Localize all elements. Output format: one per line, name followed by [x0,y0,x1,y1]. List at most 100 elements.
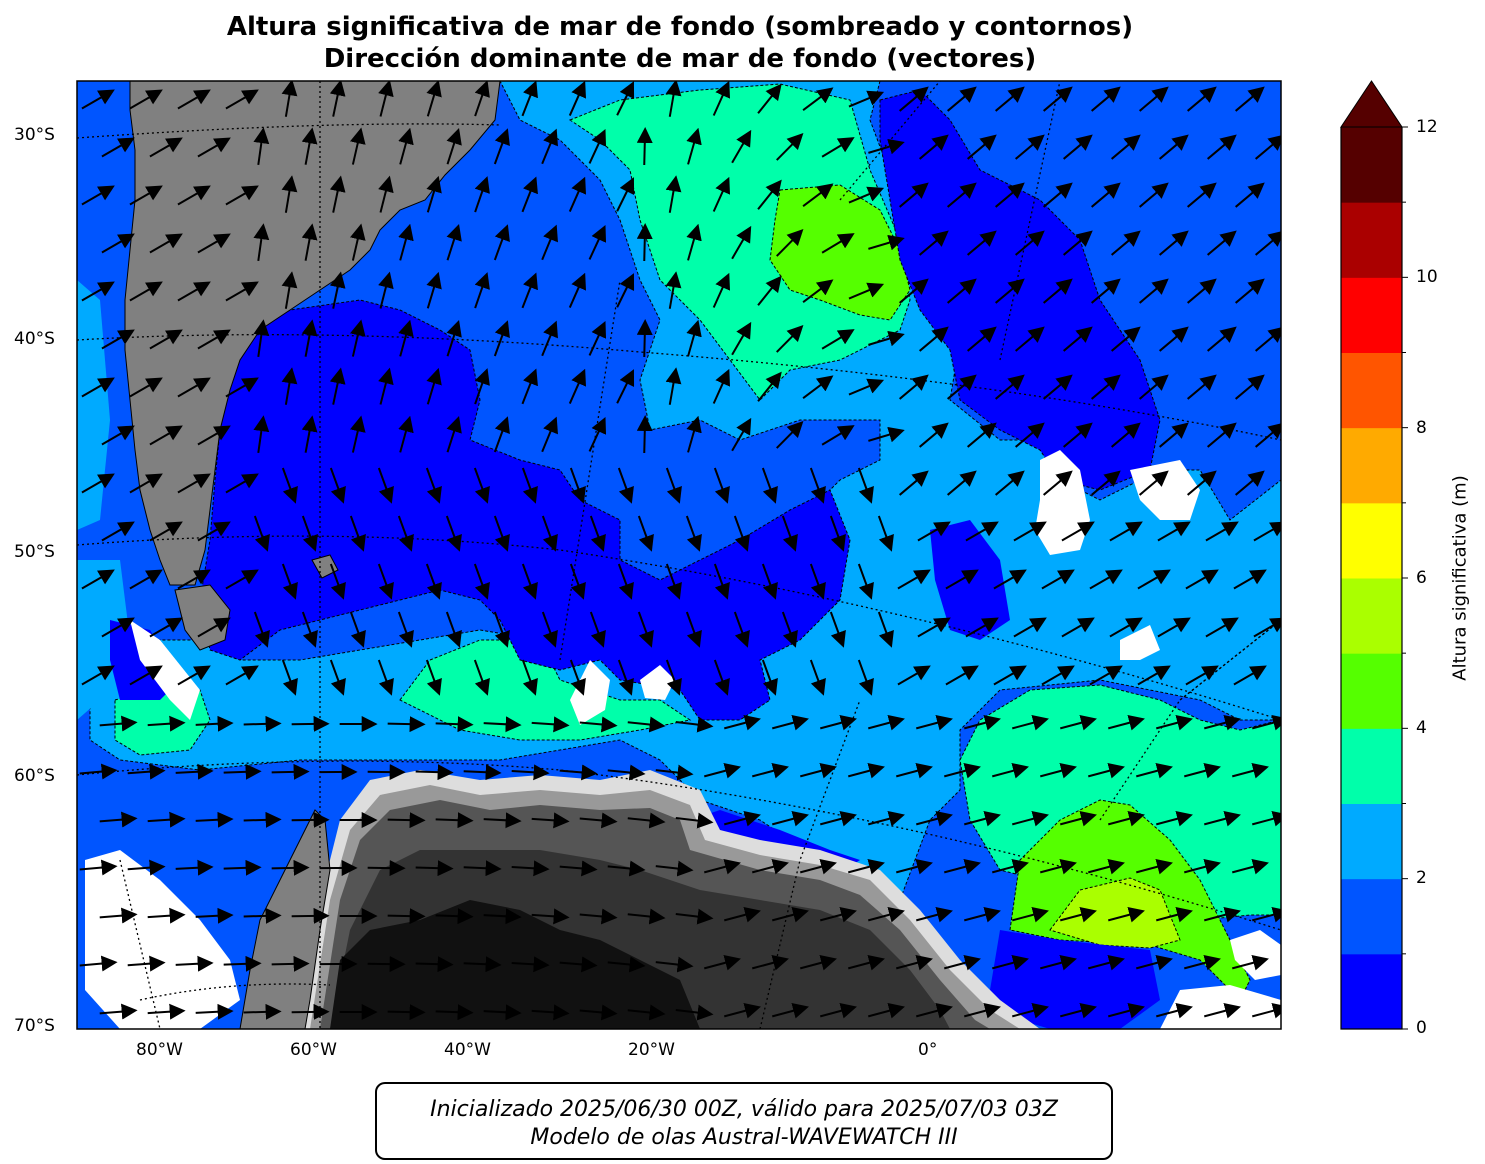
swell-vector-arrow [819,714,857,731]
swell-vector-arrow [521,272,538,309]
swell-vector-arrow [761,659,778,696]
colorbar-segment [1341,502,1402,579]
swell-vector-arrow [579,908,618,925]
swell-vector-arrow [665,175,682,213]
lat-label-60s: 60°S [14,766,55,786]
swell-vector-arrow [1041,665,1075,686]
swell-vector-arrow [531,908,570,925]
swell-vector-arrow [483,812,522,829]
swell-vector-arrow [723,810,761,827]
swell-vector-arrow [965,617,999,638]
swell-vector-arrow [377,467,394,504]
swell-vector-arrow [947,278,977,304]
swell-zone-2-3m-coast [77,280,110,530]
swell-vector-arrow [329,659,346,696]
swell-vector-arrow [1091,470,1121,496]
swell-vector-arrow [387,1004,426,1021]
swell-vector-arrow [1013,617,1047,638]
swell-vector-arrow [541,611,558,648]
swell-vector-arrow [329,467,346,504]
swell-vector-arrow [568,368,587,404]
swell-vector-arrow [483,908,522,925]
swell-vector-arrow [829,515,846,552]
swell-vector-arrow [559,764,598,781]
swell-vector-arrow [541,128,558,165]
swell-vector-arrow [225,665,259,686]
swell-vector-arrow [915,810,953,827]
swell-vector-arrow [847,858,885,875]
swell-vector-arrow [223,955,262,972]
swell-vector-arrow [1205,617,1239,638]
chart-title-line-2: Dirección dominante de mar de fondo (vec… [323,44,1037,74]
swell-vector-arrow [225,281,259,302]
lat-label-50s: 50°S [14,542,55,562]
swell-vector-arrow [848,186,885,204]
swell-vector-arrow [757,371,782,402]
swell-vector-arrow [149,233,183,254]
swell-vector-arrow [387,812,426,829]
swell-vector-arrow [917,617,951,638]
swell-vector-arrow [253,127,270,165]
swell-vector-arrow [1039,858,1077,875]
swell-vector-arrow [197,521,231,542]
swell-vector-arrow [848,90,885,108]
swell-vector-arrow [1183,954,1221,971]
swell-vector-arrow [991,762,1029,779]
swell-vector-arrow [1251,1002,1281,1019]
swell-vector-arrow [1183,762,1221,779]
swell-vector-arrow [1107,1002,1145,1019]
swell-vector-arrow [1187,86,1217,112]
swell-vector-arrow [819,906,857,923]
swell-vector-arrow [398,223,414,261]
swell-vector-arrow [943,858,981,875]
swell-vector-arrow [627,908,666,925]
swell-vector-arrow [197,617,231,638]
swell-vector-arrow [149,617,183,638]
swell-vector-arrow [398,319,414,357]
colorbar-tick-12: 12 [1416,117,1438,137]
swell-vector-arrow [847,762,885,779]
swell-vector-arrow [378,81,394,117]
swell-vector-arrow [1235,182,1265,208]
sea-ice-patch [1120,625,1160,660]
colorbar [1340,80,1408,1030]
swell-vector-arrow [1157,521,1191,542]
swell-vector-arrow [473,563,490,600]
swell-vector-arrow [919,326,949,352]
swell-vector-arrow [271,955,310,972]
swell-vector-arrow [474,176,490,213]
swell-vector-arrow [1207,134,1237,160]
swell-vector-arrow [665,367,682,405]
swell-vector-arrow [995,374,1025,400]
swell-vector-arrow [967,230,997,256]
swell-vector-arrow [819,1002,857,1019]
swell-vector-arrow [1255,326,1281,352]
swell-vector-arrow [81,377,115,398]
swell-vector-arrow [1015,422,1045,448]
swell-vector-arrow [821,137,855,158]
swell-vector-arrow [511,956,550,973]
swell-vector-arrow [1135,762,1173,779]
swell-vector-arrow [177,377,211,398]
swell-vector-arrow [1139,374,1169,400]
swell-vector-arrow [301,319,318,357]
swell-vector-arrow [147,907,186,924]
swell-vector-arrow [531,1004,570,1021]
swell-vector-arrow [867,906,905,923]
swell-vector-arrow [895,954,933,971]
swell-vector-arrow [655,860,694,877]
swell-vector-arrow [223,763,262,780]
swell-vector-arrow [225,569,259,590]
swell-vector-arrow [463,860,502,877]
swell-vector-arrow [945,569,979,590]
swell-vector-arrow [963,906,1001,923]
swell-vector-arrow [349,223,366,261]
swell-vector-arrow [446,223,462,261]
swell-vector-arrow [1235,278,1265,304]
swell-vector-arrow [829,611,846,648]
swell-vector-arrow [897,569,931,590]
swell-vector-arrow [1139,182,1169,208]
swell-vector-arrow [723,1002,761,1019]
swell-vector-arrow [81,281,115,302]
swell-vector-arrow [607,956,646,973]
